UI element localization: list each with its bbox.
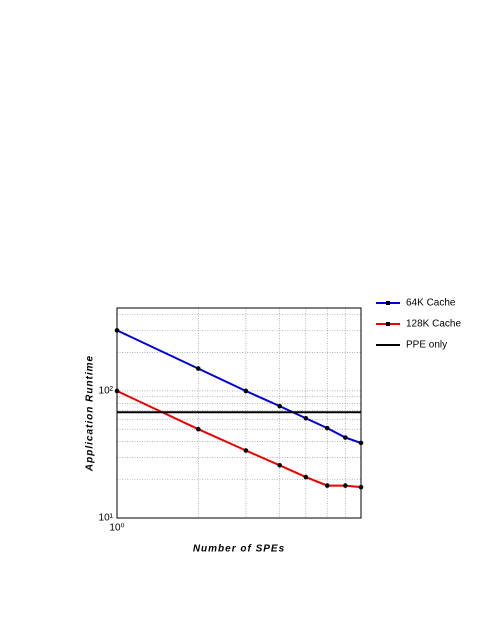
x-tick-label: 10⁰ xyxy=(109,523,124,534)
x-axis-title: Number of SPEs xyxy=(193,544,285,555)
data-point xyxy=(358,484,364,490)
series-line xyxy=(116,329,362,444)
y-tick-label: 10² xyxy=(99,386,114,397)
data-point xyxy=(196,366,201,371)
y-tick-label: 10¹ xyxy=(99,513,114,524)
data-point xyxy=(114,388,120,394)
y-axis-title: Application Runtime xyxy=(85,355,96,472)
data-point xyxy=(303,474,309,480)
data-point xyxy=(243,448,249,453)
data-point xyxy=(243,388,249,394)
data-point xyxy=(277,403,282,409)
data-point xyxy=(358,440,364,446)
data-point xyxy=(196,426,201,432)
data-point xyxy=(343,483,348,488)
data-point xyxy=(343,435,348,440)
data-point xyxy=(303,415,309,421)
legend-label: 128K Cache xyxy=(406,319,461,330)
data-point xyxy=(277,462,282,468)
legend-marker xyxy=(386,301,390,305)
data-point xyxy=(324,425,330,431)
data-point xyxy=(324,483,330,488)
series-line xyxy=(116,390,362,489)
data-point xyxy=(114,328,120,333)
legend-marker xyxy=(386,322,390,326)
legend-label: 64K Cache xyxy=(406,298,456,309)
legend-label: PPE only xyxy=(406,340,447,351)
